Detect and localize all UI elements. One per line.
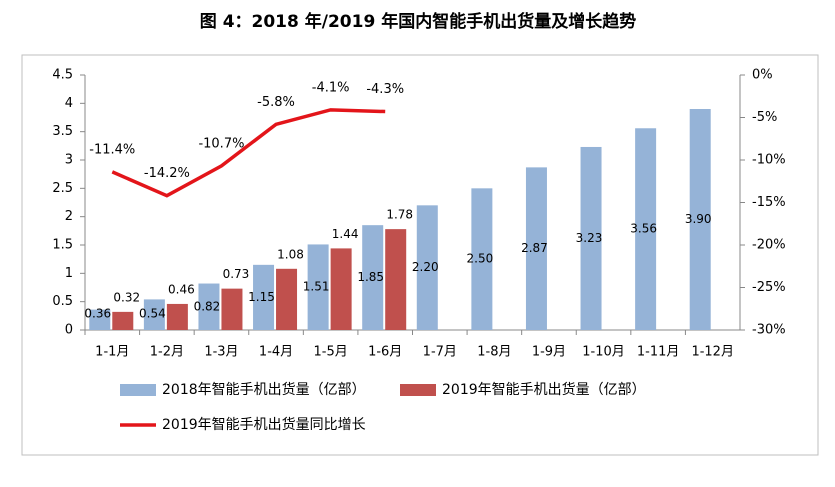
data-label: -4.1% bbox=[312, 80, 350, 95]
y-tick-label: 0 bbox=[65, 323, 73, 338]
x-tick-label: 1-3月 bbox=[204, 345, 238, 360]
y2-tick-label: -25% bbox=[752, 280, 786, 295]
data-label: 0.32 bbox=[113, 290, 140, 304]
data-label: -14.2% bbox=[144, 166, 190, 181]
data-label: 2.87 bbox=[521, 241, 548, 255]
bar bbox=[330, 248, 352, 330]
bar bbox=[362, 225, 384, 330]
bar bbox=[689, 109, 711, 330]
y-tick-label: 1 bbox=[65, 266, 73, 281]
y2-tick-label: -5% bbox=[752, 110, 777, 125]
data-label: -11.4% bbox=[89, 142, 135, 157]
data-label: -10.7% bbox=[198, 136, 244, 151]
line bbox=[111, 108, 386, 198]
bar bbox=[635, 128, 657, 330]
chart-title: 图 4：2018 年/2019 年国内智能手机出货量及增长趋势 bbox=[200, 11, 636, 32]
data-label: 0.82 bbox=[194, 299, 221, 313]
data-label: 2.20 bbox=[412, 260, 439, 274]
bar bbox=[385, 229, 407, 330]
data-label: 1.15 bbox=[248, 290, 275, 304]
x-tick-label: 1-10月 bbox=[582, 345, 625, 360]
legend-swatch bbox=[400, 384, 436, 396]
legend-swatch bbox=[120, 384, 156, 396]
bar bbox=[276, 268, 298, 330]
x-tick-label: 1-2月 bbox=[150, 345, 184, 360]
bar bbox=[112, 311, 134, 330]
x-tick-label: 1-5月 bbox=[314, 345, 348, 360]
y2-tick-label: -30% bbox=[752, 323, 786, 338]
bar bbox=[416, 205, 438, 330]
y2-tick-label: 0% bbox=[752, 68, 773, 83]
bar bbox=[525, 167, 547, 330]
data-label: 0.73 bbox=[223, 267, 250, 281]
bar bbox=[143, 299, 165, 330]
data-label: 0.46 bbox=[168, 282, 195, 296]
y2-tick-label: -10% bbox=[752, 153, 786, 168]
data-label: 0.36 bbox=[84, 307, 111, 321]
bar bbox=[166, 303, 188, 330]
x-tick-label: 1-9月 bbox=[532, 345, 566, 360]
x-tick-label: 1-7月 bbox=[423, 345, 457, 360]
data-label: 2.50 bbox=[467, 252, 494, 266]
legend-label: 2019年智能手机出货量同比增长 bbox=[162, 416, 366, 433]
bar bbox=[89, 309, 111, 330]
data-label: 3.90 bbox=[685, 212, 712, 226]
data-label: -5.8% bbox=[257, 95, 295, 110]
y-tick-label: 4.5 bbox=[52, 68, 73, 83]
x-tick-label: 1-8月 bbox=[477, 345, 511, 360]
y-tick-label: 2 bbox=[65, 209, 73, 224]
bar bbox=[471, 188, 493, 330]
data-label: 1.44 bbox=[332, 227, 359, 241]
data-label: 1.08 bbox=[277, 247, 304, 261]
data-label: 3.23 bbox=[576, 231, 603, 245]
bar bbox=[221, 288, 243, 330]
y-tick-label: 3.5 bbox=[52, 124, 73, 139]
bar bbox=[253, 264, 275, 330]
y-tick-label: 0.5 bbox=[52, 294, 73, 309]
x-tick-label: 1-4月 bbox=[259, 345, 293, 360]
x-tick-label: 1-6月 bbox=[368, 345, 402, 360]
y2-tick-label: -20% bbox=[752, 238, 786, 253]
data-label: 1.78 bbox=[386, 208, 413, 222]
bar bbox=[307, 244, 329, 330]
bar bbox=[198, 283, 220, 330]
chart-frame bbox=[21, 54, 819, 456]
x-tick-label: 1-1月 bbox=[95, 345, 129, 360]
y2-tick-label: -15% bbox=[752, 195, 786, 210]
y-tick-label: 3 bbox=[65, 153, 73, 168]
legend-label: 2019年智能手机出货量（亿部） bbox=[442, 381, 646, 398]
data-label: -4.3% bbox=[366, 82, 404, 97]
bar bbox=[580, 146, 602, 330]
data-label: 0.54 bbox=[139, 307, 166, 321]
y-tick-label: 4 bbox=[65, 96, 73, 111]
data-label: 1.85 bbox=[357, 270, 384, 284]
x-tick-label: 1-11月 bbox=[637, 345, 680, 360]
x-tick-label: 1-12月 bbox=[691, 345, 734, 360]
legend-label: 2018年智能手机出货量（亿部） bbox=[162, 381, 366, 398]
data-label: 1.51 bbox=[303, 280, 330, 294]
data-label: 3.56 bbox=[630, 222, 657, 236]
y-tick-label: 2.5 bbox=[52, 181, 73, 196]
y-tick-label: 1.5 bbox=[52, 238, 73, 253]
